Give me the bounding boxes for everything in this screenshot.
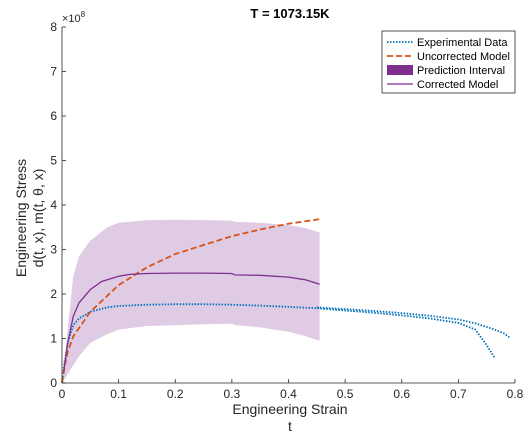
x-axis-label-2: t	[288, 418, 292, 434]
prediction-interval-band	[63, 219, 320, 381]
y-tick-label: 7	[50, 65, 57, 79]
y-axis-label: Engineering Stress	[13, 159, 29, 277]
x-tick-label: 0.5	[337, 387, 354, 401]
x-tick-label: 0.3	[224, 387, 241, 401]
x-tick-label: 0.7	[450, 387, 467, 401]
plot-area	[61, 218, 510, 384]
legend-box	[381, 30, 516, 94]
y-axis-label-2: d(t, x), m(t, θ, x)	[30, 169, 46, 268]
legend-label-experimental-data: Experimental Data	[417, 37, 508, 49]
x-tick-label: 0.8	[507, 387, 524, 401]
y-exponent: ×108	[62, 10, 86, 25]
corrected-model-line	[63, 272, 320, 372]
y-tick-label: 4	[50, 198, 57, 212]
y-tick-label: 8	[50, 20, 57, 34]
x-tick-label: 0.2	[167, 387, 184, 401]
y-tick-label: 0	[50, 376, 57, 390]
legend-label-uncorrected-model: Uncorrected Model	[417, 51, 510, 63]
y-tick-label: 5	[50, 154, 57, 168]
legend-label-prediction-interval: Prediction Interval	[417, 65, 505, 77]
legend-label-corrected-model: Corrected Model	[417, 79, 498, 91]
y-tick-label: 2	[50, 287, 57, 301]
experimental-data-upper-trace-line	[316, 306, 510, 338]
svg-text:×108: ×108	[62, 10, 86, 25]
legend-swatch-prediction-interval	[387, 65, 413, 75]
axes: 0 0.1 0.2 0.3 0.4 0.5 0.6 0.7 0.8 0 1 2 3 4 5 6 7 8	[50, 20, 523, 401]
x-axis-label: Engineering Strain	[232, 401, 347, 417]
x-tick-label: 0.4	[280, 387, 297, 401]
y-exponent-base: ×10	[62, 13, 81, 25]
x-tick-label: 0.1	[110, 387, 127, 401]
x-tick-label: 0	[59, 387, 66, 401]
x-tick-label: 0.6	[393, 387, 410, 401]
uncorrected-model-line	[61, 218, 320, 384]
y-tick-label: 1	[50, 332, 57, 346]
y-exponent-power: 8	[81, 10, 86, 19]
y-tick-label: 3	[50, 243, 57, 257]
experimental-data-line	[61, 303, 496, 384]
chart-title: T = 1073.15K	[250, 6, 330, 21]
legend: Experimental Data Uncorrected Model Predic…	[381, 30, 516, 94]
y-tick-label: 6	[50, 109, 57, 123]
